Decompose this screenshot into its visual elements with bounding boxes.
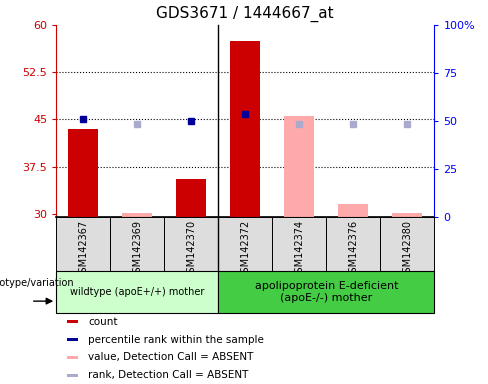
Text: GSM142369: GSM142369 [132,220,142,279]
Text: rank, Detection Call = ABSENT: rank, Detection Call = ABSENT [88,370,249,380]
Text: wildtype (apoE+/+) mother: wildtype (apoE+/+) mother [70,287,204,297]
Bar [67,320,78,323]
Text: value, Detection Call = ABSENT: value, Detection Call = ABSENT [88,353,254,362]
Title: GDS3671 / 1444667_at: GDS3671 / 1444667_at [157,6,334,22]
Bar [272,217,326,271]
Text: apolipoprotein E-deficient
(apoE-/-) mother: apolipoprotein E-deficient (apoE-/-) mot… [255,281,398,303]
Bar [285,116,314,217]
Text: GSM142376: GSM142376 [348,220,358,279]
Bar [326,217,380,271]
Bar [68,129,98,217]
Bar [67,374,78,377]
Bar [110,217,164,271]
Bar [164,217,218,271]
Bar [56,271,218,313]
Bar [338,204,368,217]
Bar [67,356,78,359]
Text: genotype/variation: genotype/variation [0,278,74,288]
Text: GSM142372: GSM142372 [240,220,250,279]
Bar [67,338,78,341]
Bar [56,217,110,271]
Bar [218,217,272,271]
Bar [230,41,260,217]
Bar [392,213,422,217]
Text: GSM142380: GSM142380 [402,220,412,279]
Bar [176,179,206,217]
Text: GSM142367: GSM142367 [78,220,88,279]
Text: GSM142370: GSM142370 [186,220,196,279]
Bar [218,271,434,313]
Bar [380,217,434,271]
Text: count: count [88,317,118,327]
Bar [122,213,152,217]
Text: GSM142374: GSM142374 [294,220,304,279]
Text: percentile rank within the sample: percentile rank within the sample [88,334,264,344]
